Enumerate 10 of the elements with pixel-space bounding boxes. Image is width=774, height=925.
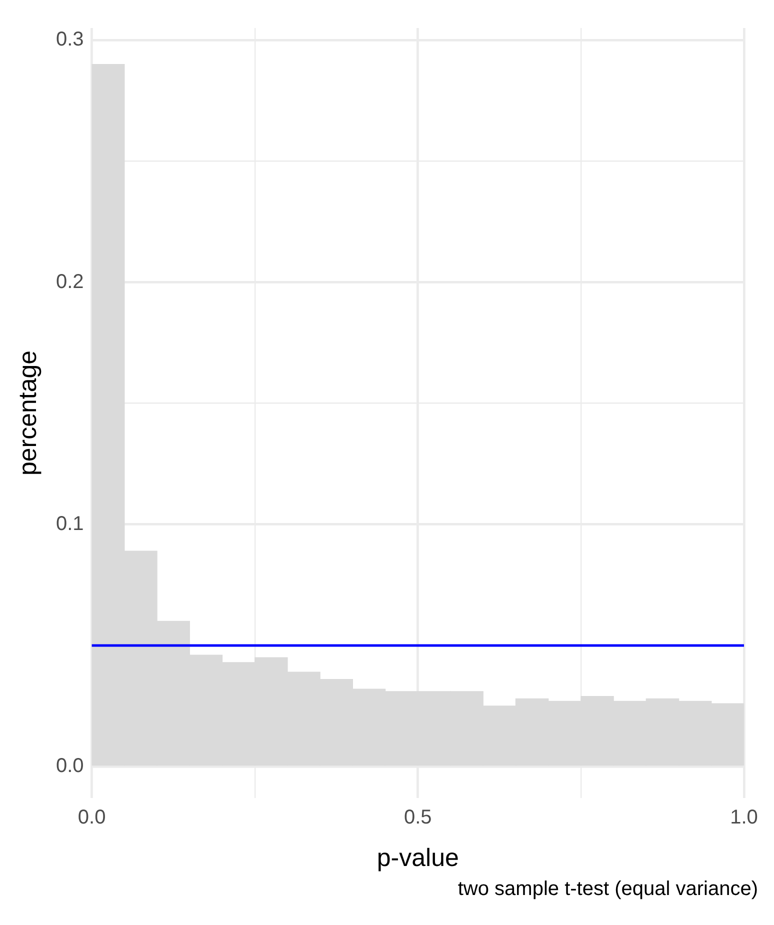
x-tick-label: 0.5 [404,806,432,829]
y-tick-label: 0.3 [56,28,84,51]
x-tick-label: 0.0 [78,806,106,829]
x-tick-label: 1.0 [730,806,758,829]
y-tick-label: 0.0 [56,755,84,778]
y-tick-label: 0.1 [56,512,84,535]
x-axis-title: p-value [376,844,459,872]
text: two sample t-test (equal variance) [456,878,759,901]
y-axis-title: percentage [14,350,42,476]
y-tick-label: 0.2 [56,270,84,293]
